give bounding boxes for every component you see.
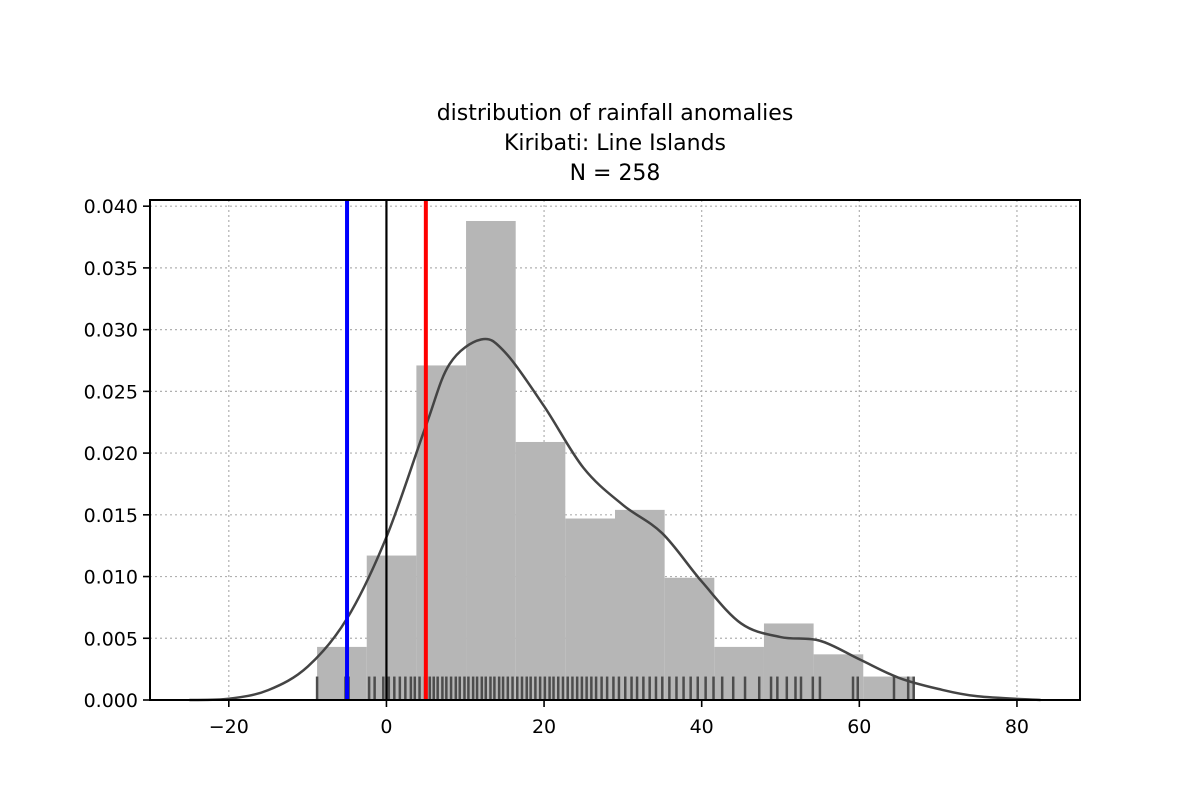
chart-title-line-2: Kiribati: Line Islands (503, 131, 727, 156)
x-tick-label: 60 (847, 716, 871, 738)
x-tick-label: 80 (1005, 716, 1029, 738)
x-tick-label: 20 (532, 716, 556, 738)
y-tick-label: 0.005 (84, 628, 138, 650)
y-tick-label: 0.030 (84, 320, 138, 342)
y-tick-label: 0.015 (84, 505, 138, 527)
histogram-bar (863, 676, 913, 700)
histogram-bar (366, 555, 417, 700)
histogram-bar (565, 518, 615, 700)
histogram-bar (416, 365, 467, 700)
y-tick-label: 0.010 (84, 567, 138, 589)
y-tick-label: 0.025 (84, 381, 138, 403)
x-axis: −20 0 20 40 60 80 (209, 700, 1029, 738)
kde-curve (189, 337, 1041, 702)
x-tick-label: 40 (690, 716, 714, 738)
y-tick-label: 0.000 (84, 690, 138, 712)
y-tick-label: 0.035 (84, 258, 138, 280)
histogram-bar (615, 509, 665, 700)
axes-frame (149, 199, 1081, 701)
chart-title-line-1: distribution of rainfall anomalies (436, 101, 794, 126)
x-tick-label: 0 (380, 716, 392, 738)
y-axis: 0.000 0.005 0.010 0.015 0.020 0.025 0.030 0.035… (84, 196, 150, 712)
x-tick-label: −20 (209, 716, 249, 738)
histogram-bars (317, 220, 913, 700)
y-tick-label: 0.020 (84, 443, 138, 465)
y-tick-label: 0.040 (84, 196, 138, 218)
histogram-bar (813, 654, 864, 700)
chart-title-line-3: N = 258 (569, 161, 661, 186)
reference-lines (345, 200, 428, 700)
rug-marks (315, 676, 915, 700)
histogram-bar (515, 441, 566, 700)
histogram-bar (466, 220, 516, 700)
histogram-bar (317, 646, 367, 700)
